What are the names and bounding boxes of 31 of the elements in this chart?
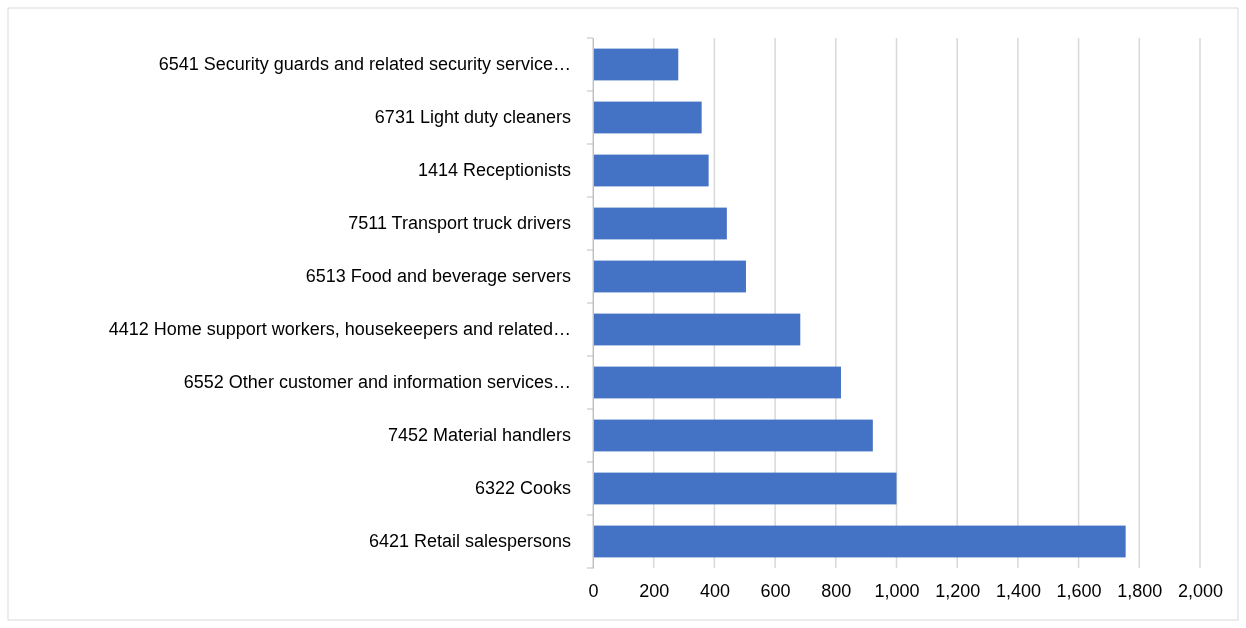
x-tick-label: 400 (699, 580, 730, 601)
y-tick-label: 6421 Retail salespersons (368, 531, 571, 552)
x-tick-label: 1,200 (935, 580, 981, 601)
bar (593, 207, 727, 240)
x-tick-label: 200 (639, 580, 670, 601)
bar (593, 525, 1126, 558)
x-tick-label: 2,000 (1177, 580, 1224, 601)
x-tick-label: 800 (821, 580, 852, 601)
bar (593, 419, 873, 452)
x-tick-label: 0 (588, 580, 599, 601)
bar (593, 154, 709, 187)
bar (593, 366, 841, 399)
y-tick-label: 6513 Food and beverage servers (305, 266, 571, 287)
bar (593, 313, 801, 346)
bar (593, 48, 679, 81)
bar (593, 472, 897, 505)
bar (593, 260, 746, 293)
y-tick-label: 1414 Receptionists (417, 160, 571, 181)
bar (593, 101, 702, 134)
y-tick-label: 6322 Cooks (474, 478, 571, 499)
y-tick-label: 6731 Light duty cleaners (374, 107, 571, 128)
y-tick-label: 7452 Material handlers (387, 425, 571, 446)
y-tick-label: 6552 Other customer and information services… (183, 372, 571, 393)
x-tick-label: 1,600 (1056, 580, 1102, 601)
y-tick-label: 6541 Security guards and related security service… (158, 54, 571, 75)
y-tick-label: 4412 Home support workers, housekeepers and related… (108, 319, 571, 340)
x-tick-label: 1,800 (1117, 580, 1163, 601)
x-tick-label: 1,400 (995, 580, 1041, 601)
y-tick-label: 7511 Transport truck drivers (348, 213, 571, 234)
x-tick-label: 1,000 (874, 580, 920, 601)
x-tick-label: 600 (760, 580, 791, 601)
